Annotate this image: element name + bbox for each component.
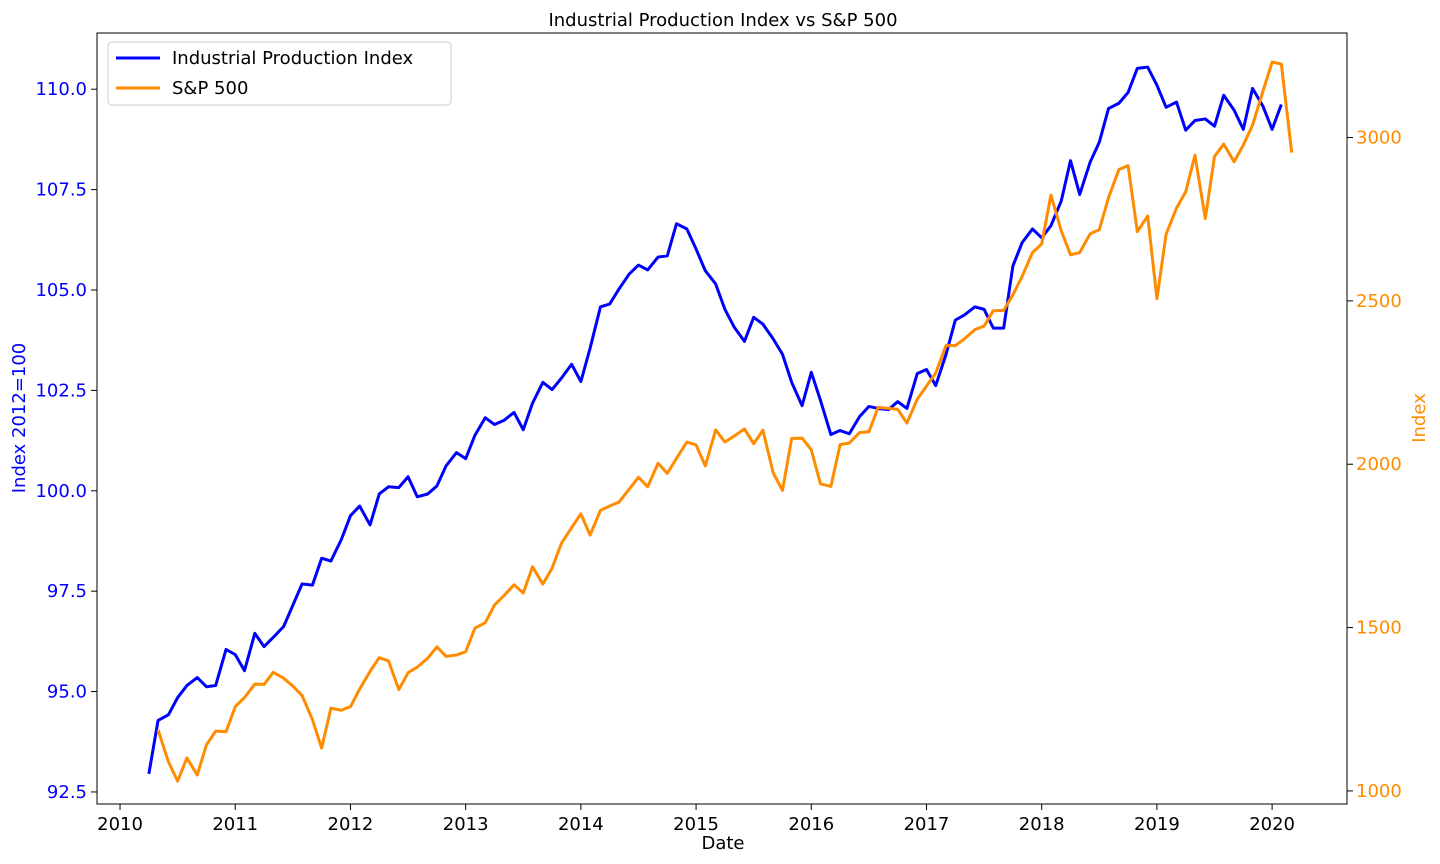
legend: Industrial Production Index S&P 500	[107, 41, 452, 106]
plot-area	[96, 32, 1348, 805]
x-tick-label: 2017	[904, 814, 950, 835]
x-tick-label: 2016	[788, 814, 834, 835]
y-right-tick-label: 1500	[1356, 618, 1402, 639]
y-right-tick-label: 2500	[1356, 291, 1402, 312]
series-line-industrial-production	[147, 65, 1283, 775]
series-line-sp500	[156, 60, 1294, 783]
x-axis: 2010 2011 2012 2013 2014 2015 2016 2017 2018 2019…	[97, 804, 1295, 835]
x-tick-label: 2015	[673, 814, 719, 835]
legend-label-sp500: S&P 500	[172, 78, 248, 99]
series-layer	[147, 60, 1294, 783]
y-right-tick-label: 3000	[1356, 128, 1402, 149]
chart-title: Industrial Production Index vs S&P 500	[548, 10, 897, 31]
y-axis-left-title: Index 2012=100	[9, 343, 30, 494]
x-axis-title: Date	[701, 833, 744, 854]
y-axis-right: 1000 1500 2000 2500 3000	[1347, 128, 1402, 802]
x-tick-label: 2019	[1134, 814, 1180, 835]
x-tick-label: 2014	[558, 814, 604, 835]
y-left-tick-label: 102.5	[35, 380, 87, 401]
y-right-tick-label: 2000	[1356, 454, 1402, 475]
x-tick-label: 2013	[443, 814, 489, 835]
y-axis-left: 92.5 95.0 97.5 100.0 102.5 105.0 107.5 110.0	[35, 79, 97, 803]
y-left-tick-label: 105.0	[35, 280, 87, 301]
x-tick-label: 2020	[1249, 814, 1295, 835]
legend-box	[107, 41, 452, 106]
y-left-tick-label: 107.5	[35, 180, 87, 201]
y-left-tick-label: 95.0	[47, 682, 87, 703]
y-left-tick-label: 100.0	[35, 481, 87, 502]
y-left-tick-label: 97.5	[47, 581, 87, 602]
y-axis-right-title: Index	[1409, 393, 1430, 443]
legend-label-industrial: Industrial Production Index	[172, 48, 414, 69]
x-tick-label: 2011	[212, 814, 258, 835]
x-tick-label: 2018	[1019, 814, 1065, 835]
y-left-tick-label: 92.5	[47, 782, 87, 803]
x-tick-label: 2010	[97, 814, 143, 835]
x-tick-label: 2012	[328, 814, 374, 835]
y-right-tick-label: 1000	[1356, 781, 1402, 802]
y-left-tick-label: 110.0	[35, 79, 87, 100]
plot-border	[96, 32, 1348, 805]
